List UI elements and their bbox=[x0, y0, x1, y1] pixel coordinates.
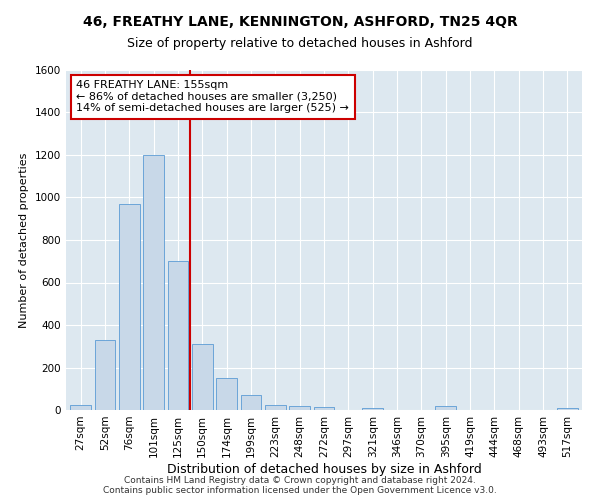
Bar bbox=[143, 155, 164, 410]
Bar bbox=[289, 406, 310, 410]
Text: Contains HM Land Registry data © Crown copyright and database right 2024.
Contai: Contains HM Land Registry data © Crown c… bbox=[103, 476, 497, 495]
Bar bbox=[192, 344, 212, 410]
Bar bbox=[119, 204, 140, 410]
Bar bbox=[265, 404, 286, 410]
Bar bbox=[216, 378, 237, 410]
Y-axis label: Number of detached properties: Number of detached properties bbox=[19, 152, 29, 328]
Bar bbox=[95, 340, 115, 410]
X-axis label: Distribution of detached houses by size in Ashford: Distribution of detached houses by size … bbox=[167, 462, 481, 475]
Text: 46, FREATHY LANE, KENNINGTON, ASHFORD, TN25 4QR: 46, FREATHY LANE, KENNINGTON, ASHFORD, T… bbox=[83, 15, 517, 29]
Bar bbox=[314, 407, 334, 410]
Bar bbox=[167, 261, 188, 410]
Text: 46 FREATHY LANE: 155sqm
← 86% of detached houses are smaller (3,250)
14% of semi: 46 FREATHY LANE: 155sqm ← 86% of detache… bbox=[76, 80, 349, 114]
Text: Size of property relative to detached houses in Ashford: Size of property relative to detached ho… bbox=[127, 38, 473, 51]
Bar bbox=[436, 406, 456, 410]
Bar bbox=[557, 408, 578, 410]
Bar bbox=[241, 395, 262, 410]
Bar bbox=[70, 404, 91, 410]
Bar bbox=[362, 408, 383, 410]
